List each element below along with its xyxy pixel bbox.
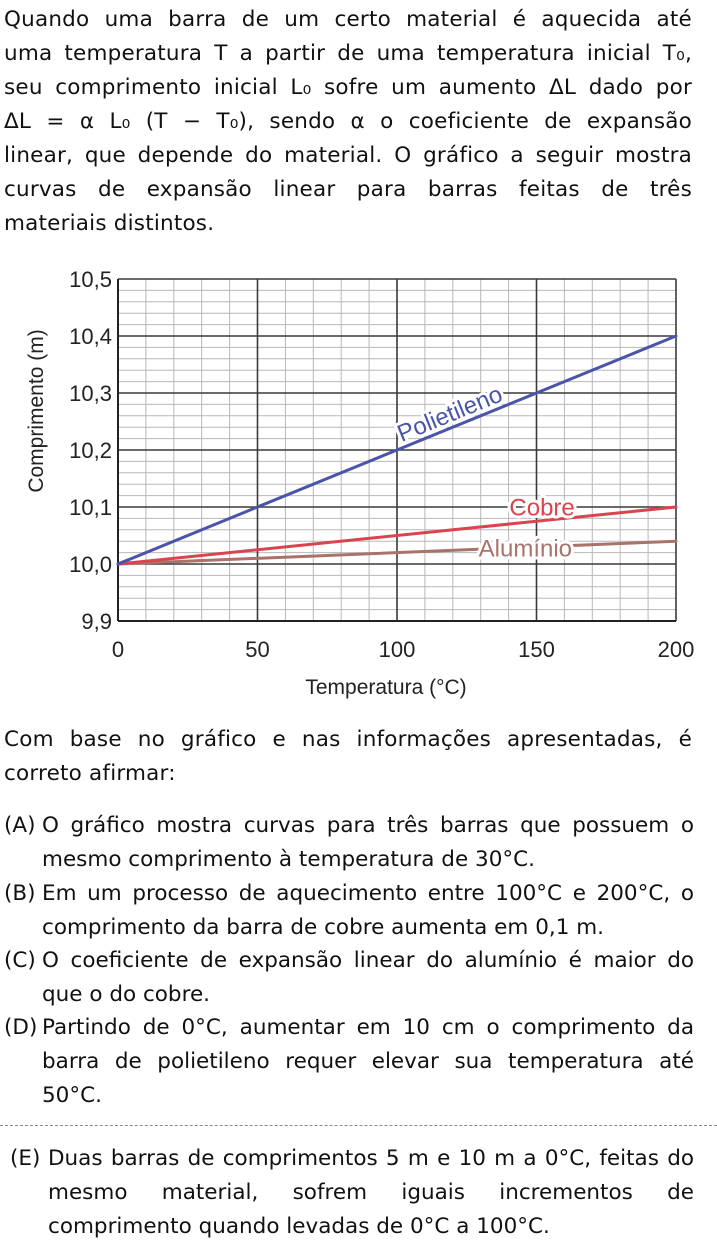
option-text-line: que o do cobre. bbox=[42, 982, 211, 1007]
y-tick-label: 10,3 bbox=[69, 381, 112, 406]
option-letter: (C) bbox=[4, 948, 36, 973]
option-a[interactable]: (A) O gráfico mostra curvas para três ba… bbox=[4, 809, 694, 877]
intro-line: seu comprimento inicial L₀ sofre um aume… bbox=[4, 75, 692, 100]
x-tick-label: 200 bbox=[658, 637, 695, 662]
x-axis-label: Temperatura (°C) bbox=[305, 676, 466, 699]
x-tick-label: 100 bbox=[379, 637, 416, 662]
x-tick-label: 0 bbox=[112, 637, 124, 662]
y-tick-label: 10,5 bbox=[69, 267, 112, 292]
y-axis-label: Comprimento (m) bbox=[25, 329, 48, 492]
option-text-line: 50°C. bbox=[42, 1083, 102, 1108]
intro-line: uma temperatura T a partir de uma temper… bbox=[4, 41, 692, 66]
intro-line: curvas de expansão linear para barras fe… bbox=[4, 177, 692, 202]
y-tick-label: 9,9 bbox=[81, 609, 112, 634]
series-line bbox=[116, 539, 678, 566]
x-tick-label: 150 bbox=[518, 637, 555, 662]
series-lines bbox=[116, 334, 678, 566]
option-letter: (A) bbox=[4, 813, 36, 838]
series-line bbox=[116, 505, 678, 566]
option-text-line: Partindo de 0°C, aumentar em 10 cm o com… bbox=[42, 1015, 694, 1040]
expansion-chart: Polietileno Cobre Alumínio 9,9 10,0 10,1 10,2… bbox=[25, 267, 694, 699]
intro-line: linear, que depende do material. O gráfi… bbox=[4, 143, 692, 168]
option-letter: (E) bbox=[10, 1146, 41, 1171]
option-text-line: mesmo material, sofrem iguais incremento… bbox=[48, 1180, 694, 1205]
dashed-separator bbox=[0, 1125, 717, 1126]
option-b[interactable]: (B) Em um processo de aquecimento entre … bbox=[4, 877, 694, 945]
option-text-line: O gráfico mostra curvas para três barras… bbox=[42, 813, 694, 838]
series-label: Polietileno bbox=[394, 381, 507, 448]
option-letter: (D) bbox=[4, 1015, 38, 1040]
option-text-line: Duas barras de comprimentos 5 m e 10 m a… bbox=[48, 1146, 694, 1171]
intro-line: ΔL = α L₀ (T − T₀), sendo α o coeficient… bbox=[4, 109, 692, 134]
series-label: Alumínio bbox=[479, 535, 572, 562]
option-e[interactable]: (E) Duas barras de comprimentos 5 m e 10… bbox=[10, 1142, 694, 1244]
series-line bbox=[116, 334, 678, 566]
question-line: correto afirmar: bbox=[4, 761, 176, 786]
question-line: Com base no gráfico e nas informações ap… bbox=[4, 727, 692, 752]
y-tick-label: 10,2 bbox=[69, 438, 112, 463]
question-paragraph: Com base no gráfico e nas informações ap… bbox=[4, 723, 692, 791]
option-text-line: Em um processo de aquecimento entre 100°… bbox=[42, 881, 694, 906]
option-text-line: barra de polietileno requer elevar sua t… bbox=[42, 1049, 694, 1074]
y-tick-label: 10,4 bbox=[69, 324, 112, 349]
series-labels: Polietileno Cobre Alumínio bbox=[391, 378, 578, 566]
y-tick-label: 10,0 bbox=[69, 552, 112, 577]
series-label: Cobre bbox=[509, 495, 574, 522]
x-tick-labels: 0 50 100 150 200 bbox=[112, 637, 694, 662]
option-text-line: comprimento da barra de cobre aumenta em… bbox=[42, 915, 604, 940]
x-tick-label: 50 bbox=[245, 637, 269, 662]
intro-line: materiais distintos. bbox=[4, 211, 215, 236]
intro-paragraph: Quando uma barra de um certo material é … bbox=[4, 3, 692, 241]
y-tick-labels: 9,9 10,0 10,1 10,2 10,3 10,4 10,5 bbox=[69, 267, 112, 634]
option-letter: (B) bbox=[4, 881, 36, 906]
intro-line: Quando uma barra de um certo material é … bbox=[4, 7, 692, 32]
y-tick-label: 10,1 bbox=[69, 495, 112, 520]
option-text-line: O coeficiente de expansão linear do alum… bbox=[42, 948, 694, 973]
option-c[interactable]: (C) O coeficiente de expansão linear do … bbox=[4, 944, 694, 1012]
option-text-line: mesmo comprimento à temperatura de 30°C. bbox=[42, 847, 535, 872]
option-d[interactable]: (D) Partindo de 0°C, aumentar em 10 cm o… bbox=[4, 1011, 694, 1113]
option-text-line: comprimento quando levadas de 0°C a 100°… bbox=[48, 1214, 550, 1239]
